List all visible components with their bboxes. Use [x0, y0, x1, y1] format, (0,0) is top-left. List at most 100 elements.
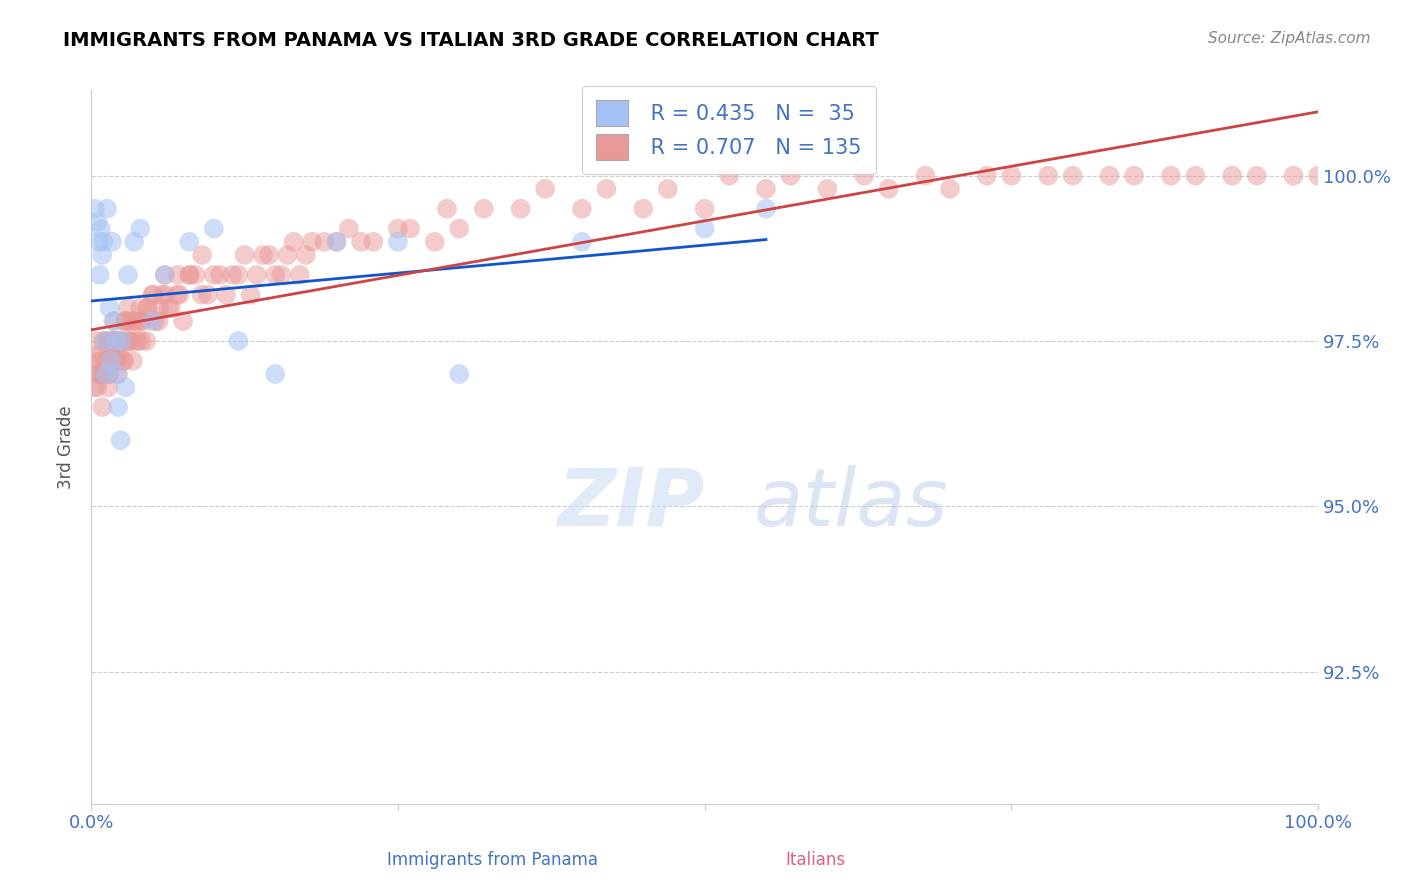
Point — [283, 235, 305, 249]
Point — [135, 334, 157, 348]
Point — [87, 367, 110, 381]
Point — [179, 235, 201, 249]
Point — [101, 235, 124, 249]
Point — [96, 202, 118, 216]
Point — [103, 334, 125, 348]
Point — [877, 182, 900, 196]
Point — [83, 354, 105, 368]
Point — [449, 367, 471, 381]
Point — [129, 221, 152, 235]
Point — [143, 314, 166, 328]
Point — [853, 169, 876, 183]
Point — [179, 268, 201, 282]
Point — [89, 347, 111, 361]
Point — [976, 169, 998, 183]
Point — [103, 314, 125, 328]
Point — [1038, 169, 1060, 183]
Point — [87, 367, 110, 381]
Point — [436, 202, 458, 216]
Point — [105, 367, 128, 381]
Point — [103, 334, 125, 348]
Point — [657, 182, 679, 196]
Point — [718, 169, 741, 183]
Point — [815, 182, 838, 196]
Point — [98, 367, 121, 381]
Point — [228, 268, 250, 282]
Point — [97, 380, 120, 394]
Point — [148, 301, 170, 315]
Point — [239, 287, 262, 301]
Point — [779, 169, 801, 183]
Text: IMMIGRANTS FROM PANAMA VS ITALIAN 3RD GRADE CORRELATION CHART: IMMIGRANTS FROM PANAMA VS ITALIAN 3RD GR… — [63, 31, 879, 50]
Point — [1123, 169, 1146, 183]
Point — [288, 268, 311, 282]
Point — [118, 334, 141, 348]
Text: ZIP: ZIP — [557, 465, 704, 543]
Point — [314, 235, 336, 249]
Point — [387, 235, 409, 249]
Point — [93, 334, 115, 348]
Point — [90, 367, 112, 381]
Point — [93, 235, 115, 249]
Point — [110, 434, 132, 448]
Point — [509, 202, 531, 216]
Point — [399, 221, 422, 235]
Point — [114, 314, 136, 328]
Point — [122, 314, 145, 328]
Point — [104, 334, 127, 348]
Point — [1282, 169, 1305, 183]
Point — [363, 235, 385, 249]
Point — [89, 354, 111, 368]
Point — [449, 221, 471, 235]
Point — [755, 202, 778, 216]
Point — [1220, 169, 1243, 183]
Point — [184, 268, 207, 282]
Point — [166, 268, 188, 282]
Point — [1184, 169, 1206, 183]
Point — [93, 334, 115, 348]
Point — [228, 334, 250, 348]
Point — [100, 347, 122, 361]
Point — [91, 248, 114, 262]
Point — [112, 354, 135, 368]
Point — [472, 202, 495, 216]
Point — [94, 354, 117, 368]
Legend:  R = 0.435   N =  35,  R = 0.707   N = 135: R = 0.435 N = 35, R = 0.707 N = 135 — [582, 86, 876, 174]
Point — [101, 354, 124, 368]
Point — [121, 314, 143, 328]
Point — [93, 367, 115, 381]
Point — [1062, 169, 1084, 183]
Point — [115, 314, 138, 328]
Point — [150, 287, 173, 301]
Point — [1000, 169, 1022, 183]
Point — [191, 248, 214, 262]
Point — [101, 347, 124, 361]
Point — [939, 182, 962, 196]
Point — [90, 221, 112, 235]
Point — [105, 354, 128, 368]
Point — [208, 268, 231, 282]
Point — [325, 235, 347, 249]
Point — [914, 169, 936, 183]
Point — [108, 334, 131, 348]
Point — [127, 334, 149, 348]
Point — [107, 367, 129, 381]
Point — [107, 400, 129, 414]
Point — [125, 334, 148, 348]
Point — [337, 221, 360, 235]
Point — [179, 268, 201, 282]
Point — [221, 268, 243, 282]
Point — [87, 235, 110, 249]
Point — [136, 301, 159, 315]
Point — [270, 268, 292, 282]
Point — [197, 287, 219, 301]
Point — [172, 314, 194, 328]
Point — [295, 248, 318, 262]
Point — [131, 334, 153, 348]
Point — [117, 268, 139, 282]
Point — [252, 248, 274, 262]
Point — [94, 367, 117, 381]
Text: atlas: atlas — [754, 465, 949, 543]
Point — [301, 235, 323, 249]
Point — [98, 334, 121, 348]
